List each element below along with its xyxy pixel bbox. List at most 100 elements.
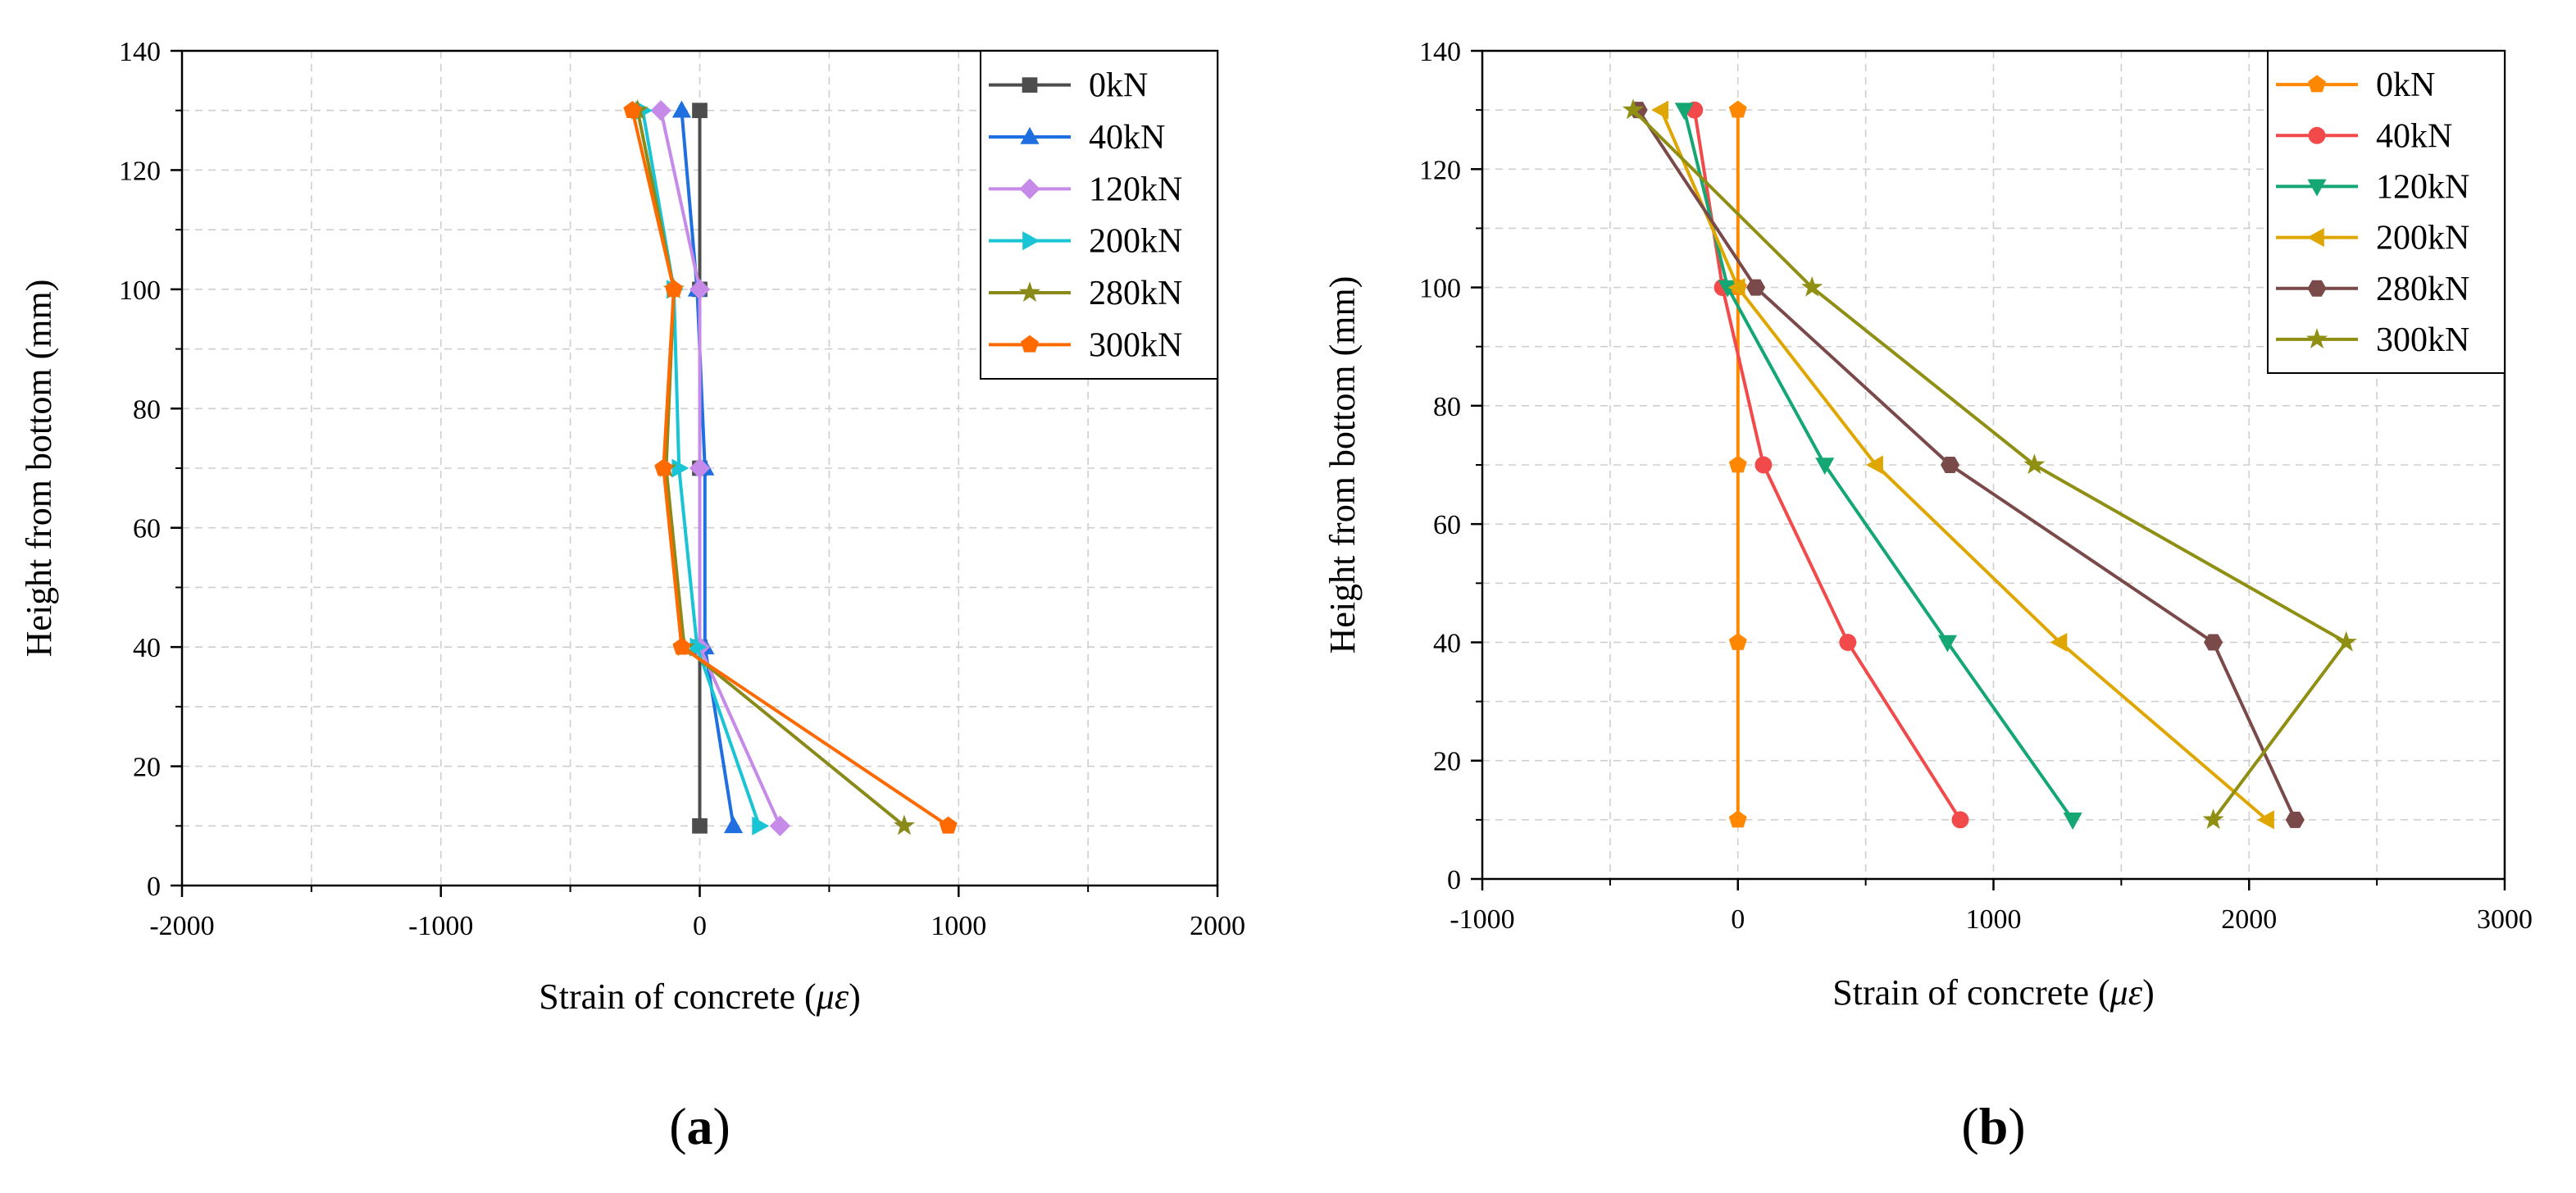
x-axis-label-text: Strain of concrete ( (539, 977, 816, 1017)
panel-label-letter: b (1979, 1097, 2009, 1155)
x-tick-label: 3000 (2477, 904, 2533, 935)
data-point-marker (664, 280, 683, 298)
data-point-marker (1755, 456, 1773, 474)
data-point-marker (2335, 631, 2357, 652)
x-tick-label: -2000 (149, 911, 214, 941)
data-point-marker (654, 458, 673, 476)
data-point-marker (939, 816, 958, 834)
series-300kN (623, 101, 958, 834)
data-point-marker (1815, 458, 1835, 476)
data-point-marker (2202, 808, 2224, 829)
data-point-marker (623, 101, 642, 119)
data-point-marker (723, 816, 744, 834)
y-tick-label: 60 (1433, 510, 1461, 540)
legend-box (2267, 50, 2505, 374)
x-tick-label: 0 (1731, 904, 1745, 935)
data-point-marker (671, 458, 690, 478)
data-point-marker (893, 814, 916, 836)
y-axis-label: Height from bottom (mm) (1322, 276, 1363, 654)
legend-marker (1022, 77, 1038, 93)
data-point-marker (769, 815, 791, 836)
x-axis-label-unit: με (2109, 972, 2143, 1013)
legend-label: 280kN (1089, 275, 1182, 312)
data-point-marker (1801, 275, 1823, 297)
x-tick-label: 1000 (1966, 904, 2022, 935)
series-300kN (1622, 98, 2357, 829)
legend-label: 40kN (2376, 117, 2452, 155)
y-tick-label: 80 (1433, 392, 1461, 422)
y-tick-label: 120 (1419, 155, 1461, 185)
data-point-marker (2050, 632, 2068, 652)
panel-label: (b) (1961, 1097, 2025, 1155)
data-point-marker (1839, 633, 1857, 651)
x-axis-label-unit: με (816, 977, 849, 1017)
data-point-marker (671, 100, 691, 118)
x-tick-label: 0 (693, 911, 707, 941)
legend-label: 40kN (1089, 119, 1165, 157)
legend-marker (2307, 280, 2327, 297)
data-point-marker (692, 817, 708, 834)
data-point-marker (2285, 811, 2305, 828)
legend-marker (1021, 335, 1039, 353)
x-axis-label-close: ) (849, 977, 861, 1017)
y-tick-label: 20 (133, 753, 161, 783)
series-200kN (1651, 100, 2274, 830)
data-point-marker (1728, 100, 1747, 118)
legend-marker (1022, 231, 1040, 251)
panel-label-open: ( (669, 1097, 686, 1155)
chart-panel-b: -1000 0 1000 2000 3000 0 20 40 60 80 100 120 140 Stra… (1322, 37, 2533, 1155)
data-point-marker (2023, 453, 2046, 475)
data-point-marker (2204, 634, 2223, 651)
y-tick-label: 100 (1419, 274, 1461, 304)
panel-label-open: ( (1961, 1097, 1978, 1155)
legend-box (980, 50, 1218, 380)
data-point-marker (1865, 455, 1883, 475)
x-tick-label: 2000 (2221, 904, 2277, 935)
x-axis-label: Strain of concrete (με) (539, 977, 861, 1017)
data-point-marker (1746, 279, 1766, 296)
legend-marker (1020, 126, 1040, 144)
chart-panel-a: -2000 -1000 0 1000 2000 0 20 40 60 80 100 120 140 Str… (19, 37, 1245, 1155)
y-tick-label: 0 (147, 872, 161, 902)
data-point-marker (2256, 810, 2274, 830)
legend-marker (2307, 179, 2327, 197)
legend-marker (1019, 178, 1040, 199)
data-point-marker (672, 637, 691, 655)
data-point-marker (690, 637, 708, 657)
data-point-marker (1728, 632, 1747, 650)
data-point-marker (1951, 811, 1969, 829)
x-tick-label: -1000 (1450, 904, 1514, 935)
panel-label-letter: a (687, 1097, 713, 1155)
x-axis-label-close: ) (2142, 972, 2155, 1013)
x-tick-label: -1000 (408, 911, 473, 941)
x-tick-label: 1000 (931, 911, 986, 941)
data-point-marker (689, 458, 711, 479)
legend-marker (2306, 228, 2324, 248)
data-point-marker (2063, 813, 2082, 830)
legend-label: 0kN (1089, 67, 1148, 105)
y-tick-label: 0 (1447, 865, 1461, 895)
y-tick-label: 60 (133, 514, 161, 544)
legend-marker (2308, 126, 2326, 144)
data-point-marker (692, 102, 708, 119)
data-point-marker (1940, 456, 1960, 474)
data-point-marker (689, 279, 711, 300)
panel-label: (a) (669, 1097, 730, 1155)
y-tick-label: 40 (1433, 628, 1461, 658)
legend-label: 200kN (1089, 223, 1182, 261)
data-point-marker (1622, 98, 1645, 120)
data-point-marker (1937, 635, 1957, 653)
legend-label: 120kN (2376, 168, 2469, 206)
x-axis-label: Strain of concrete (με) (1832, 972, 2155, 1013)
x-axis-label-text: Strain of concrete ( (1832, 972, 2109, 1013)
data-point-marker (752, 816, 770, 836)
y-tick-label: 100 (119, 275, 161, 306)
data-point-marker (1651, 100, 1669, 120)
legend-marker (2305, 328, 2328, 349)
legend-label: 300kN (1089, 326, 1182, 364)
y-tick-label: 40 (133, 633, 161, 663)
series-120kN (650, 100, 791, 836)
panel-label-close: ) (713, 1097, 730, 1155)
legend-label: 280kN (2376, 271, 2469, 308)
